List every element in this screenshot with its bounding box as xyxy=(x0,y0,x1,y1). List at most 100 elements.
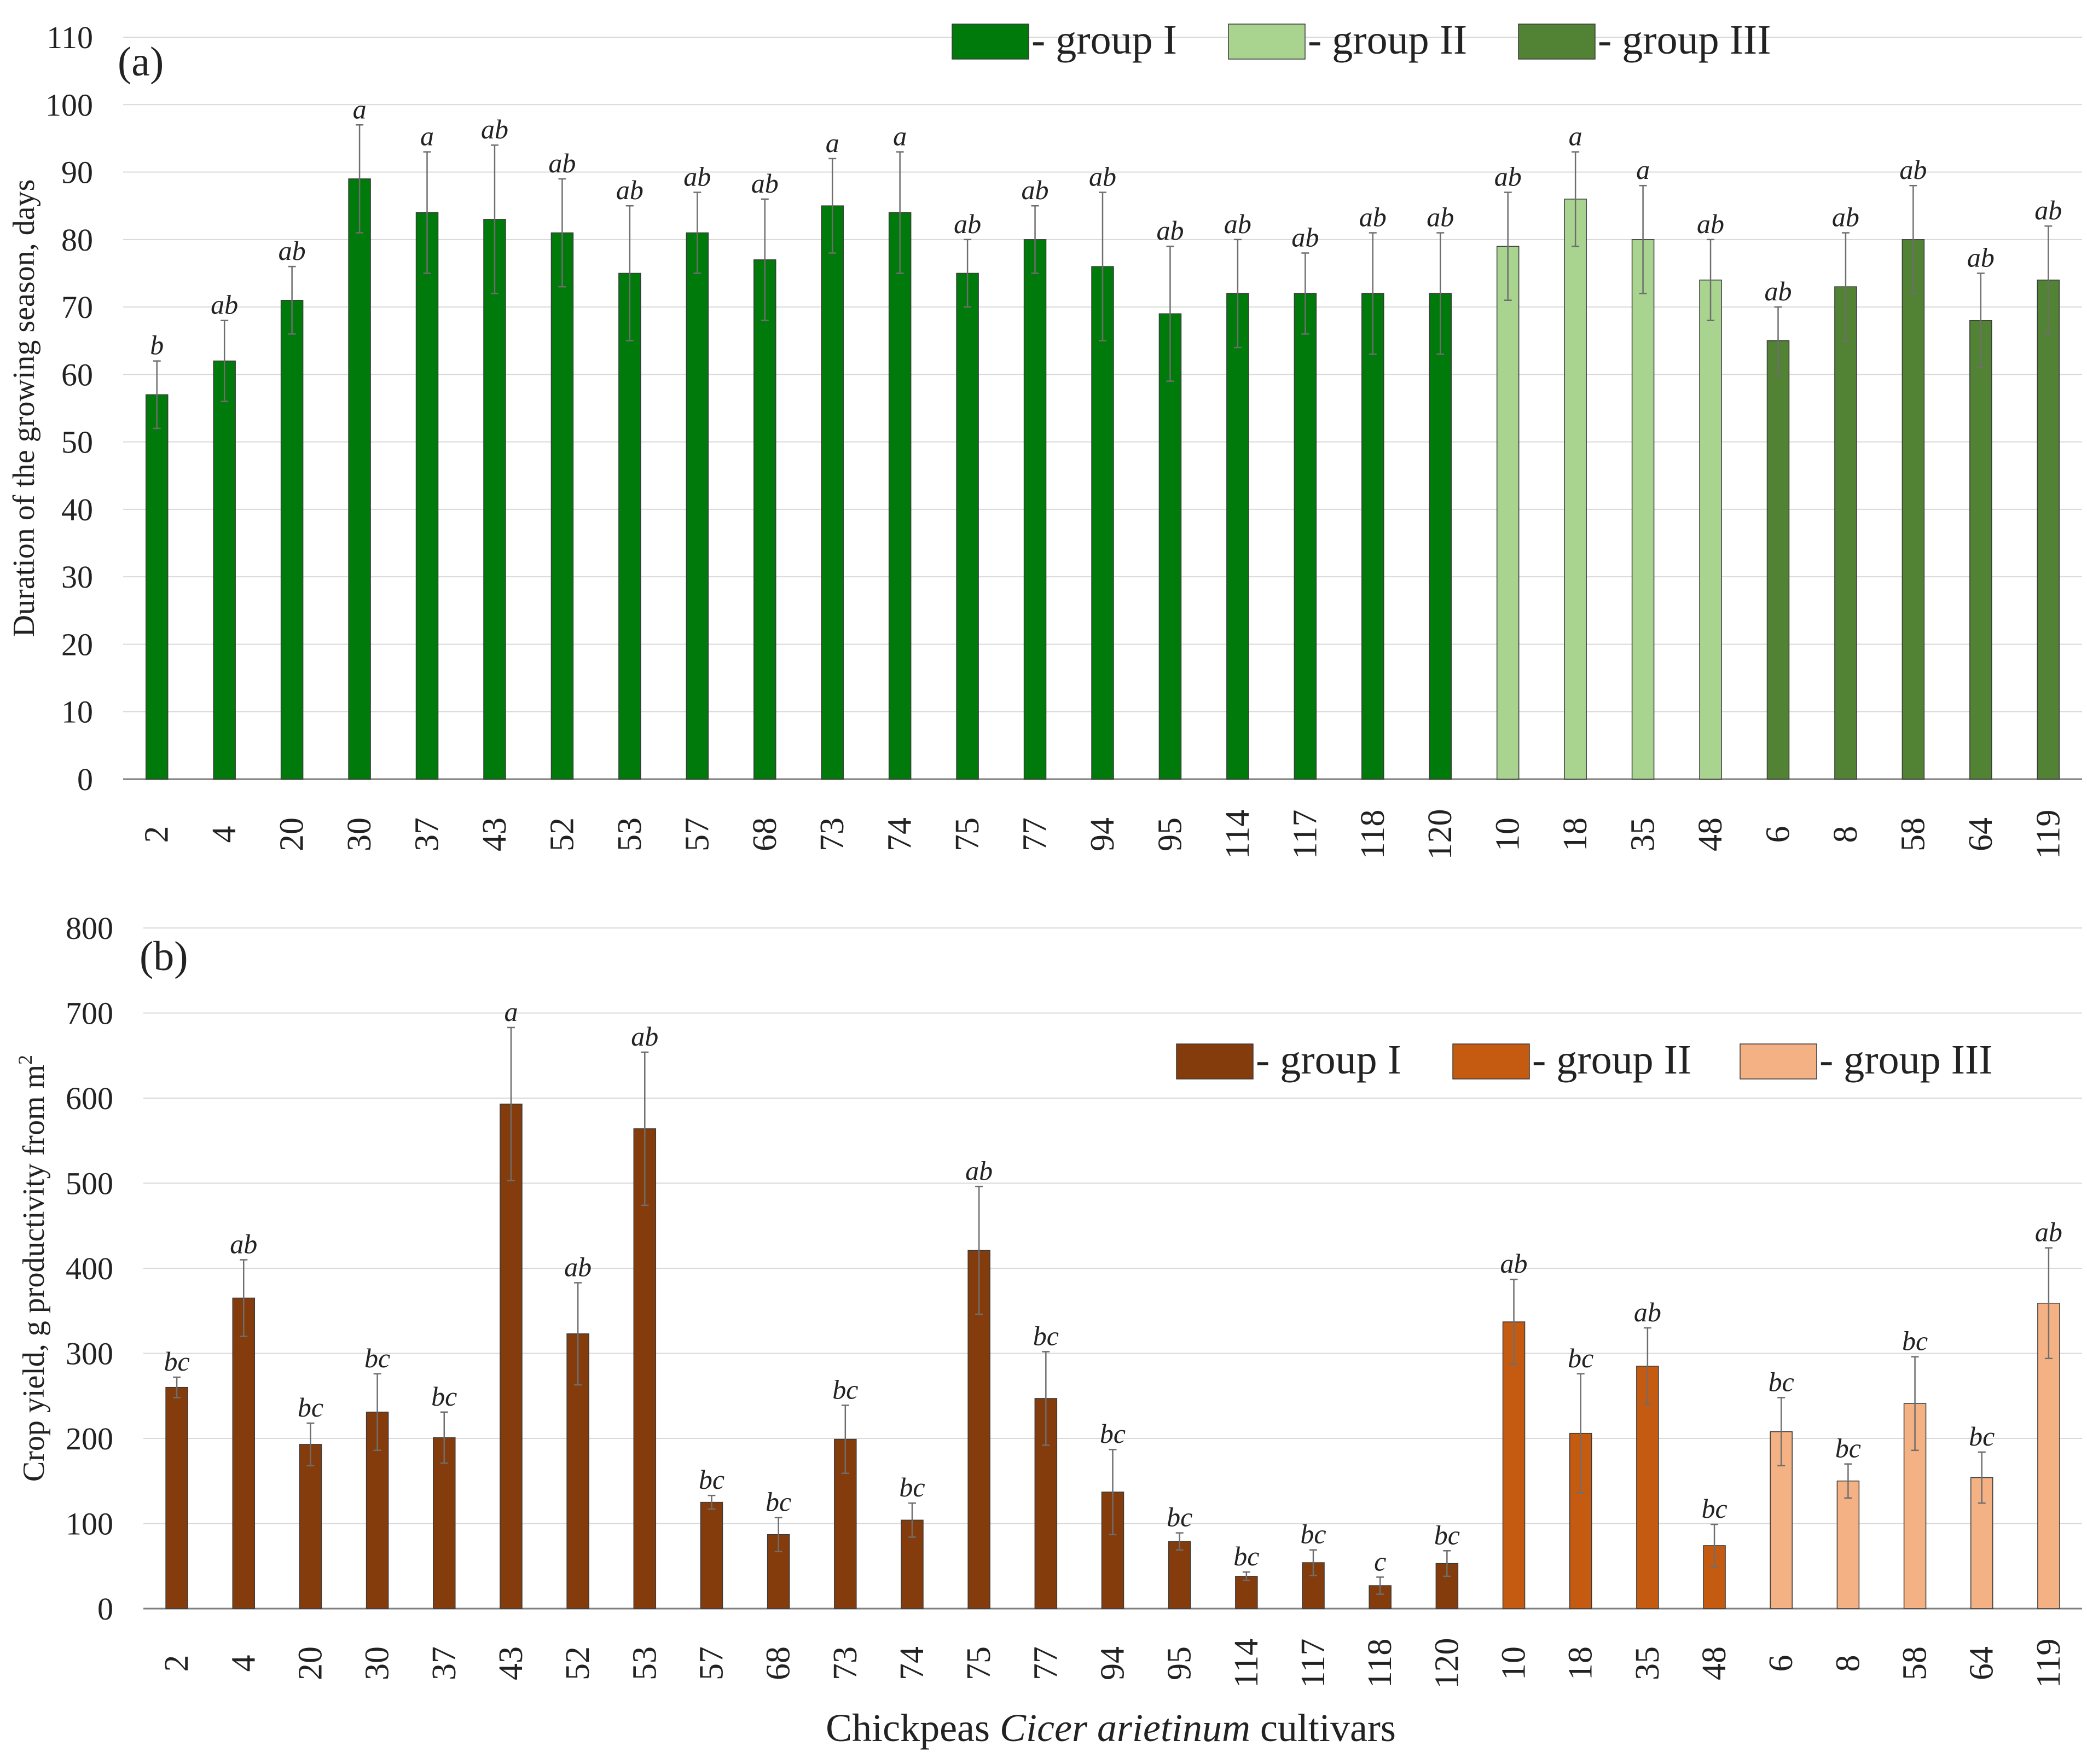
significance-letter: a xyxy=(826,127,839,158)
bar xyxy=(767,1534,790,1609)
legend-swatch xyxy=(1740,1043,1817,1080)
significance-letter: ab xyxy=(954,208,981,239)
y-axis-title: Duration of the growing season, days xyxy=(7,179,41,637)
legend-label: - group III xyxy=(1598,17,1771,63)
significance-letter: bc xyxy=(1167,1502,1192,1533)
bar xyxy=(415,212,439,780)
x-tick-label: 58 xyxy=(1894,817,1932,851)
significance-letter: ab xyxy=(1500,1248,1528,1279)
bar xyxy=(299,1444,322,1609)
bar xyxy=(1158,313,1182,780)
x-tick-label: 48 xyxy=(1696,1646,1733,1680)
significance-letter: a xyxy=(504,996,518,1027)
x-tick-label: 53 xyxy=(611,817,648,851)
bar xyxy=(633,1128,657,1609)
significance-letter: bc xyxy=(1701,1493,1727,1524)
chart-b-crop-yield: 0 100 200 300 400 500 600 700 800 bc 2 ab 4 bc 20 bc 30 b… xyxy=(14,910,2082,1689)
significance-letter: bc xyxy=(699,1464,724,1495)
bar xyxy=(500,1104,523,1609)
bar xyxy=(753,259,776,780)
legend-swatch xyxy=(1452,1043,1530,1080)
x-tick-label: 30 xyxy=(341,817,378,851)
x-tick-label: 73 xyxy=(814,817,851,851)
legend-swatch xyxy=(1228,24,1306,60)
significance-letter: ab xyxy=(616,175,644,205)
bar xyxy=(165,1386,188,1609)
legend-label: - group I xyxy=(1031,17,1177,63)
x-tick-label: 64 xyxy=(1963,1646,2001,1680)
x-tick-label: 4 xyxy=(225,1655,262,1672)
bar xyxy=(232,1297,256,1609)
bar xyxy=(145,394,169,780)
y-tick-label: 0 xyxy=(97,1591,113,1627)
significance-letter: bc xyxy=(1969,1421,1995,1452)
significance-letter: ab xyxy=(548,148,576,178)
y-tick-label: 700 xyxy=(66,996,113,1031)
y-tick-label: 30 xyxy=(61,559,93,595)
x-tick-label: 37 xyxy=(409,817,446,851)
y-tick-label: 20 xyxy=(61,626,93,662)
x-tick-label: 94 xyxy=(1084,817,1121,851)
x-tick-label: 10 xyxy=(1495,1646,1533,1680)
significance-letter: bc xyxy=(431,1381,457,1412)
significance-letter: c xyxy=(1374,1546,1386,1576)
bar xyxy=(1834,286,1857,780)
significance-letter: bc xyxy=(364,1343,390,1373)
x-tick-label: 2 xyxy=(158,1655,195,1672)
y-tick-label: 60 xyxy=(61,357,93,392)
significance-letter: ab xyxy=(1764,276,1792,306)
x-tick-label: 68 xyxy=(760,1646,797,1680)
significance-letter: a xyxy=(893,121,907,152)
significance-letter: bc xyxy=(1568,1343,1593,1373)
y-tick-label: 500 xyxy=(66,1166,113,1202)
legend-swatch xyxy=(952,24,1029,60)
x-tick-label: 73 xyxy=(827,1646,864,1680)
x-tick-label: 8 xyxy=(1829,1655,1866,1672)
bar xyxy=(1361,293,1384,780)
x-tick-label: 74 xyxy=(894,1646,931,1680)
bar xyxy=(888,212,912,780)
significance-letter: ab xyxy=(1291,222,1319,252)
x-tick-label: 48 xyxy=(1692,817,1729,851)
significance-letter: bc xyxy=(298,1392,323,1423)
bar xyxy=(956,272,979,780)
x-tick-label: 4 xyxy=(206,826,243,843)
significance-letter: bc xyxy=(1233,1541,1259,1571)
significance-letter: a xyxy=(1569,121,1582,152)
x-axis-title-text: cultivars xyxy=(1250,1706,1396,1750)
y-tick-label: 100 xyxy=(66,1506,113,1542)
bar xyxy=(1902,239,1925,780)
x-tick-label: 68 xyxy=(746,817,784,851)
significance-letter: bc xyxy=(164,1346,189,1377)
x-tick-label: 20 xyxy=(274,817,311,851)
x-tick-label: 75 xyxy=(949,817,986,851)
significance-letter: a xyxy=(1636,154,1650,185)
x-tick-label: 35 xyxy=(1625,817,1662,851)
significance-letter: ab xyxy=(1089,161,1116,192)
significance-letter: bc xyxy=(1835,1433,1861,1464)
significance-letter: ab xyxy=(1494,161,1522,192)
bar xyxy=(821,205,844,780)
legend-label: - group I xyxy=(1256,1037,1401,1083)
bar xyxy=(1168,1541,1191,1609)
x-tick-label: 52 xyxy=(559,1646,596,1680)
bar xyxy=(1294,293,1317,780)
significance-letter: ab xyxy=(1697,208,1724,239)
legend-label: - group II xyxy=(1532,1037,1691,1083)
y-tick-label: 400 xyxy=(66,1251,113,1286)
legend-label: - group III xyxy=(1819,1037,1993,1083)
x-tick-label: 117 xyxy=(1286,810,1324,860)
significance-letter: ab xyxy=(564,1251,592,1282)
bar xyxy=(1969,320,1992,780)
x-tick-label: 57 xyxy=(693,1646,730,1680)
y-tick-label: 70 xyxy=(61,289,93,325)
bar xyxy=(348,178,371,780)
significance-letter: bc xyxy=(766,1487,791,1517)
significance-letter: bc xyxy=(832,1374,858,1405)
bar xyxy=(1235,1576,1258,1609)
x-tick-label: 77 xyxy=(1017,817,1054,851)
y-tick-label: 300 xyxy=(66,1336,113,1372)
x-tick-label: 53 xyxy=(626,1646,663,1680)
legend-label: - group II xyxy=(1308,17,1467,63)
